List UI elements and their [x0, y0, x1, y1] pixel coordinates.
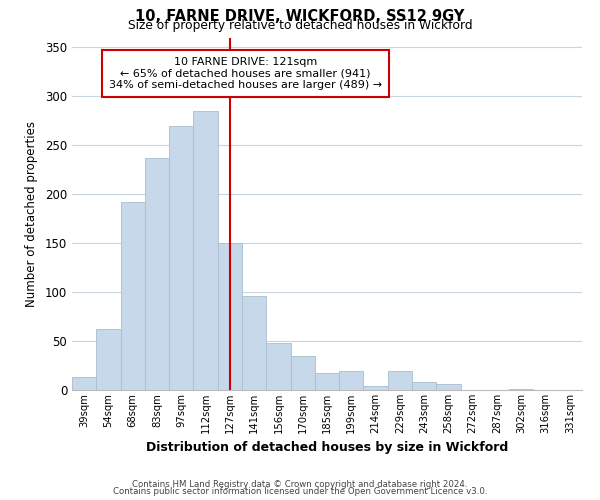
Text: 10, FARNE DRIVE, WICKFORD, SS12 9GY: 10, FARNE DRIVE, WICKFORD, SS12 9GY: [136, 9, 464, 24]
Bar: [364, 386, 388, 390]
Y-axis label: Number of detached properties: Number of detached properties: [25, 120, 38, 306]
Bar: [96, 330, 121, 390]
Text: Contains public sector information licensed under the Open Government Licence v3: Contains public sector information licen…: [113, 487, 487, 496]
Bar: [218, 243, 242, 390]
Bar: [266, 343, 290, 390]
Text: 10 FARNE DRIVE: 121sqm
← 65% of detached houses are smaller (941)
34% of semi-de: 10 FARNE DRIVE: 121sqm ← 65% of detached…: [109, 57, 382, 90]
Bar: [412, 382, 436, 390]
Bar: [72, 378, 96, 390]
Bar: [169, 126, 193, 390]
Bar: [193, 111, 218, 390]
Text: Contains HM Land Registry data © Crown copyright and database right 2024.: Contains HM Land Registry data © Crown c…: [132, 480, 468, 489]
X-axis label: Distribution of detached houses by size in Wickford: Distribution of detached houses by size …: [146, 442, 508, 454]
Text: Size of property relative to detached houses in Wickford: Size of property relative to detached ho…: [128, 19, 472, 32]
Bar: [145, 158, 169, 390]
Bar: [436, 384, 461, 390]
Bar: [242, 296, 266, 390]
Bar: [121, 202, 145, 390]
Bar: [290, 356, 315, 390]
Bar: [315, 374, 339, 390]
Bar: [388, 372, 412, 390]
Bar: [509, 389, 533, 390]
Bar: [339, 372, 364, 390]
